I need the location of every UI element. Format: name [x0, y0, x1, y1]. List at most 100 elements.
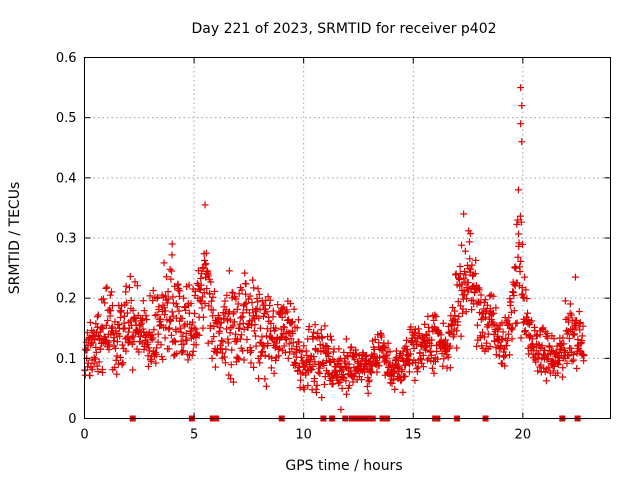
- data-point: [314, 329, 322, 337]
- data-point: [264, 339, 272, 347]
- data-point: [119, 359, 127, 367]
- data-point: [165, 345, 173, 353]
- data-point: [310, 328, 318, 336]
- data-point: [207, 278, 215, 286]
- data-point: [204, 272, 212, 280]
- data-point: [486, 343, 494, 351]
- data-point: [521, 273, 529, 281]
- x-tick-label: 20: [515, 428, 532, 443]
- data-point: [269, 307, 277, 315]
- data-point: [528, 317, 536, 325]
- data-point: [466, 255, 474, 263]
- data-point: [538, 342, 546, 350]
- data-point: [310, 375, 318, 383]
- data-point: [318, 334, 326, 342]
- data-point: [568, 357, 576, 365]
- data-point: [99, 325, 107, 333]
- data-point: [182, 330, 190, 338]
- data-point: [363, 382, 371, 390]
- data-point: [388, 379, 396, 387]
- data-point: [245, 309, 253, 317]
- data-point: [397, 354, 405, 362]
- data-point: [508, 335, 516, 343]
- data-point: [456, 275, 464, 283]
- data-point: [368, 362, 376, 370]
- data-point: [495, 325, 503, 333]
- data-point: [477, 332, 485, 340]
- data-point: [139, 325, 147, 333]
- data-point: [160, 259, 168, 267]
- data-point: [173, 303, 181, 311]
- data-point: [338, 384, 346, 392]
- data-point: [517, 334, 525, 342]
- data-point: [501, 345, 509, 353]
- data-points: [81, 84, 588, 413]
- y-tick-label: 0.3: [56, 232, 77, 247]
- data-point: [197, 281, 205, 289]
- data-point: [305, 323, 313, 331]
- data-point: [382, 344, 390, 352]
- data-point: [517, 218, 525, 226]
- data-point: [202, 260, 210, 268]
- data-point: [509, 288, 517, 296]
- data-point: [126, 272, 134, 280]
- data-point: [224, 339, 232, 347]
- data-point: [191, 287, 199, 295]
- data-point: [563, 359, 571, 367]
- data-point: [458, 309, 466, 317]
- data-point: [311, 358, 319, 366]
- data-point: [202, 249, 210, 257]
- data-point: [253, 294, 261, 302]
- data-point: [188, 351, 196, 359]
- data-point: [120, 319, 128, 327]
- data-point: [122, 282, 130, 290]
- data-point: [299, 357, 307, 365]
- data-point: [101, 299, 109, 307]
- data-point: [554, 369, 562, 377]
- data-point: [157, 341, 165, 349]
- data-point: [91, 355, 99, 363]
- data-point: [548, 347, 556, 355]
- data-point: [528, 335, 536, 343]
- data-point: [493, 326, 501, 334]
- data-point: [401, 372, 409, 380]
- data-point: [255, 375, 263, 383]
- data-point: [198, 293, 206, 301]
- data-point: [565, 334, 573, 342]
- data-point: [560, 340, 568, 348]
- data-point: [183, 336, 191, 344]
- data-point: [270, 369, 278, 377]
- data-point: [146, 292, 154, 300]
- data-point: [292, 359, 300, 367]
- data-point: [108, 302, 116, 310]
- data-point: [288, 345, 296, 353]
- data-point: [494, 332, 502, 340]
- data-point: [118, 341, 126, 349]
- data-point: [423, 356, 431, 364]
- data-point: [407, 323, 415, 331]
- data-point: [535, 341, 543, 349]
- data-point: [280, 342, 288, 350]
- data-point: [342, 335, 350, 343]
- data-point: [196, 297, 204, 305]
- data-point: [545, 364, 553, 372]
- data-point: [160, 304, 168, 312]
- data-point: [149, 334, 157, 342]
- data-point: [196, 286, 204, 294]
- data-point: [505, 330, 513, 338]
- data-point: [417, 356, 425, 364]
- data-point: [468, 306, 476, 314]
- data-point: [123, 309, 131, 317]
- data-point: [108, 323, 116, 331]
- data-point: [419, 363, 427, 371]
- data-point: [578, 332, 586, 340]
- data-point: [427, 351, 435, 359]
- data-point: [322, 357, 330, 365]
- data-point: [104, 317, 112, 325]
- data-point: [249, 276, 257, 284]
- data-point: [228, 346, 236, 354]
- data-point: [320, 361, 328, 369]
- data-point: [153, 344, 161, 352]
- data-point: [236, 335, 244, 343]
- data-point: [555, 357, 563, 365]
